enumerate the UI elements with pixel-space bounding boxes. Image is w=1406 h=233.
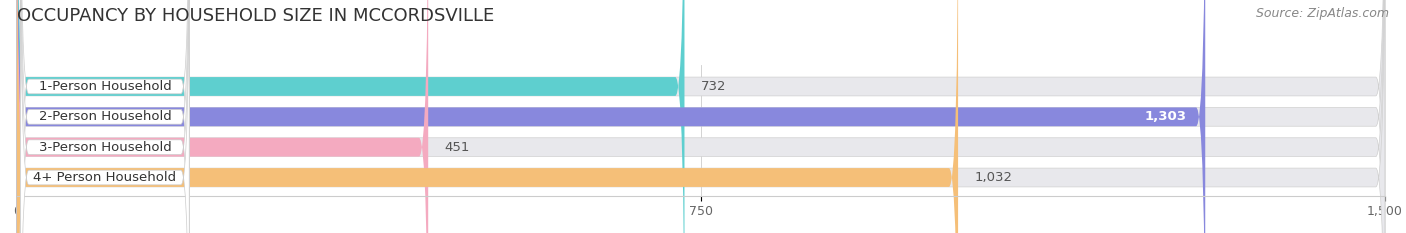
Text: 1-Person Household: 1-Person Household [38, 80, 172, 93]
Text: 451: 451 [444, 141, 470, 154]
FancyBboxPatch shape [17, 0, 1385, 233]
Text: 3-Person Household: 3-Person Household [38, 141, 172, 154]
FancyBboxPatch shape [17, 0, 1385, 233]
FancyBboxPatch shape [21, 0, 190, 233]
Text: Source: ZipAtlas.com: Source: ZipAtlas.com [1256, 7, 1389, 20]
Text: 732: 732 [700, 80, 727, 93]
Text: OCCUPANCY BY HOUSEHOLD SIZE IN MCCORDSVILLE: OCCUPANCY BY HOUSEHOLD SIZE IN MCCORDSVI… [17, 7, 494, 25]
FancyBboxPatch shape [17, 0, 685, 233]
Text: 1,303: 1,303 [1144, 110, 1187, 123]
FancyBboxPatch shape [21, 0, 190, 233]
FancyBboxPatch shape [17, 0, 1385, 233]
Text: 2-Person Household: 2-Person Household [38, 110, 172, 123]
FancyBboxPatch shape [17, 0, 1385, 233]
Text: 4+ Person Household: 4+ Person Household [34, 171, 176, 184]
FancyBboxPatch shape [21, 0, 190, 233]
Text: 1,032: 1,032 [974, 171, 1012, 184]
FancyBboxPatch shape [17, 0, 1205, 233]
FancyBboxPatch shape [21, 0, 190, 233]
FancyBboxPatch shape [17, 0, 429, 233]
FancyBboxPatch shape [17, 0, 957, 233]
